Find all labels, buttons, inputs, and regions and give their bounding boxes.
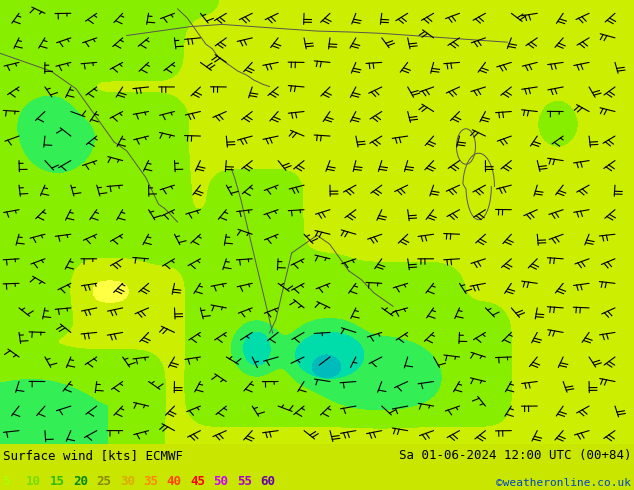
Text: 50: 50: [214, 475, 229, 488]
Text: 60: 60: [261, 475, 276, 488]
Text: 30: 30: [120, 475, 135, 488]
Text: 40: 40: [167, 475, 182, 488]
Text: Surface wind [kts] ECMWF: Surface wind [kts] ECMWF: [3, 448, 183, 462]
Text: 15: 15: [49, 475, 65, 488]
Text: 5: 5: [3, 475, 10, 488]
Text: 10: 10: [26, 475, 41, 488]
Text: 55: 55: [237, 475, 252, 488]
Text: 25: 25: [96, 475, 112, 488]
Text: ©weatheronline.co.uk: ©weatheronline.co.uk: [496, 478, 631, 488]
Text: 20: 20: [73, 475, 88, 488]
Text: 35: 35: [143, 475, 158, 488]
Text: 45: 45: [190, 475, 205, 488]
Text: Sa 01-06-2024 12:00 UTC (00+84): Sa 01-06-2024 12:00 UTC (00+84): [399, 448, 631, 462]
